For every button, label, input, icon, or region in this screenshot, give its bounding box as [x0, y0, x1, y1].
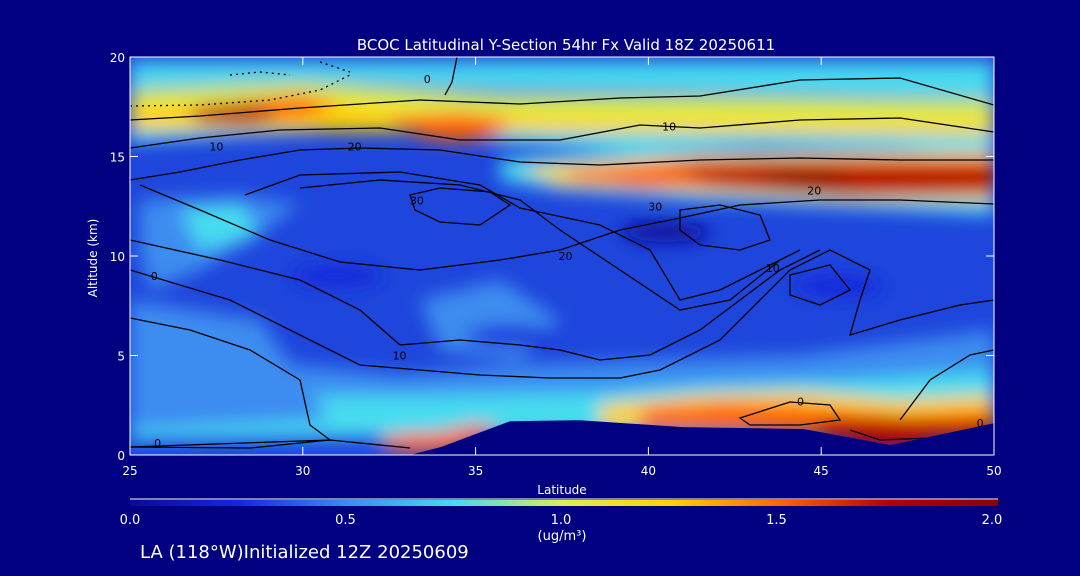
x-tick-label: 35	[468, 464, 483, 478]
contour-label: 0	[797, 395, 804, 408]
concentration-band	[180, 205, 260, 250]
colorbar-tick-label: 1.5	[766, 513, 787, 528]
x-tick-label: 45	[814, 464, 829, 478]
contour-label: 0	[977, 417, 984, 430]
concentration-feature	[637, 405, 728, 426]
y-axis: 0 5 10 15 20	[110, 51, 994, 463]
colorbar-tick-label: 1.0	[551, 513, 572, 528]
colorbar-tick-label: 0.0	[120, 513, 141, 528]
contour-line	[299, 179, 781, 311]
y-tick-label: 10	[110, 250, 125, 264]
contour-line	[789, 264, 852, 306]
y-tick-label: 20	[110, 51, 125, 65]
contour-line	[130, 249, 994, 379]
contour-label: 10	[209, 141, 223, 154]
x-tick-label: 25	[122, 464, 137, 478]
y-tick-label: 15	[110, 151, 125, 165]
contour-label: 30	[410, 194, 424, 207]
contour-label: 20	[348, 141, 362, 154]
colorbar: 0.0 0.5 1.0 1.5 2.0 (ug/m³)	[120, 498, 1003, 544]
plot-area: 0 10 10 20 20 30 30 20 10 0 10 0 0 0	[130, 57, 994, 455]
contour-line	[738, 401, 842, 426]
contour-label: 10	[393, 350, 407, 363]
y-axis-label: Altitude (km)	[86, 219, 100, 298]
x-axis-label: Latitude	[537, 483, 586, 497]
colorbar-bar	[130, 500, 998, 506]
contour-label: 0	[151, 270, 158, 283]
concentration-feature	[603, 168, 694, 189]
contour-line	[679, 204, 771, 251]
x-tick-label: 30	[295, 464, 310, 478]
contour-line	[139, 184, 994, 271]
chart-title: BCOC Latitudinal Y-Section 54hr Fx Valid…	[357, 36, 775, 54]
contour-line	[444, 57, 458, 96]
concentration-band	[130, 62, 994, 72]
colorbar-tick-label: 2.0	[982, 513, 1003, 528]
contour-label: 0	[154, 437, 161, 450]
concentration-feature	[620, 222, 711, 243]
y-tick-label: 0	[117, 449, 125, 463]
contour-label: 10	[766, 262, 780, 275]
concentration-feature	[793, 275, 884, 296]
y-tick-label: 5	[117, 350, 125, 364]
concentration-field	[130, 62, 994, 454]
concentration-feature	[758, 168, 849, 189]
concentration-feature	[292, 265, 383, 286]
concentration-feature	[188, 104, 279, 125]
contour-labels: 0 10 10 20 20 30 30 20 10 0 10 0 0 0	[151, 73, 984, 450]
concentration-band	[130, 70, 994, 98]
temperature-contours	[130, 57, 994, 449]
contour-label: 20	[558, 250, 572, 263]
terrain-mask	[409, 420, 994, 455]
concentration-feature	[465, 325, 556, 346]
contour-line	[899, 349, 994, 421]
colorbar-unit-label: (ug/m³)	[538, 529, 587, 544]
x-tick-label: 40	[641, 464, 656, 478]
contour-label: 0	[424, 73, 431, 86]
x-tick-label: 50	[986, 464, 1001, 478]
concentration-feature	[413, 120, 504, 141]
colorbar-tick-label: 0.5	[335, 513, 356, 528]
contour-line	[130, 239, 821, 361]
contour-line	[409, 187, 512, 226]
contour-label: 10	[662, 121, 676, 134]
contour-line-dashed	[229, 71, 291, 76]
contour-line	[130, 77, 994, 121]
contour-label: 20	[807, 184, 821, 197]
contour-line	[130, 439, 411, 449]
contour-line	[244, 171, 801, 301]
x-axis: 25 30 35 40 45 50	[122, 57, 1002, 478]
contour-line	[130, 147, 994, 181]
contour-line	[130, 117, 994, 149]
contour-label: 30	[648, 200, 662, 213]
colorbar-ticks: 0.0 0.5 1.0 1.5 2.0	[120, 513, 1003, 528]
concentration-band	[130, 300, 330, 430]
footer-initialization-text: LA (118°W)Initialized 12Z 20250609	[140, 542, 469, 563]
